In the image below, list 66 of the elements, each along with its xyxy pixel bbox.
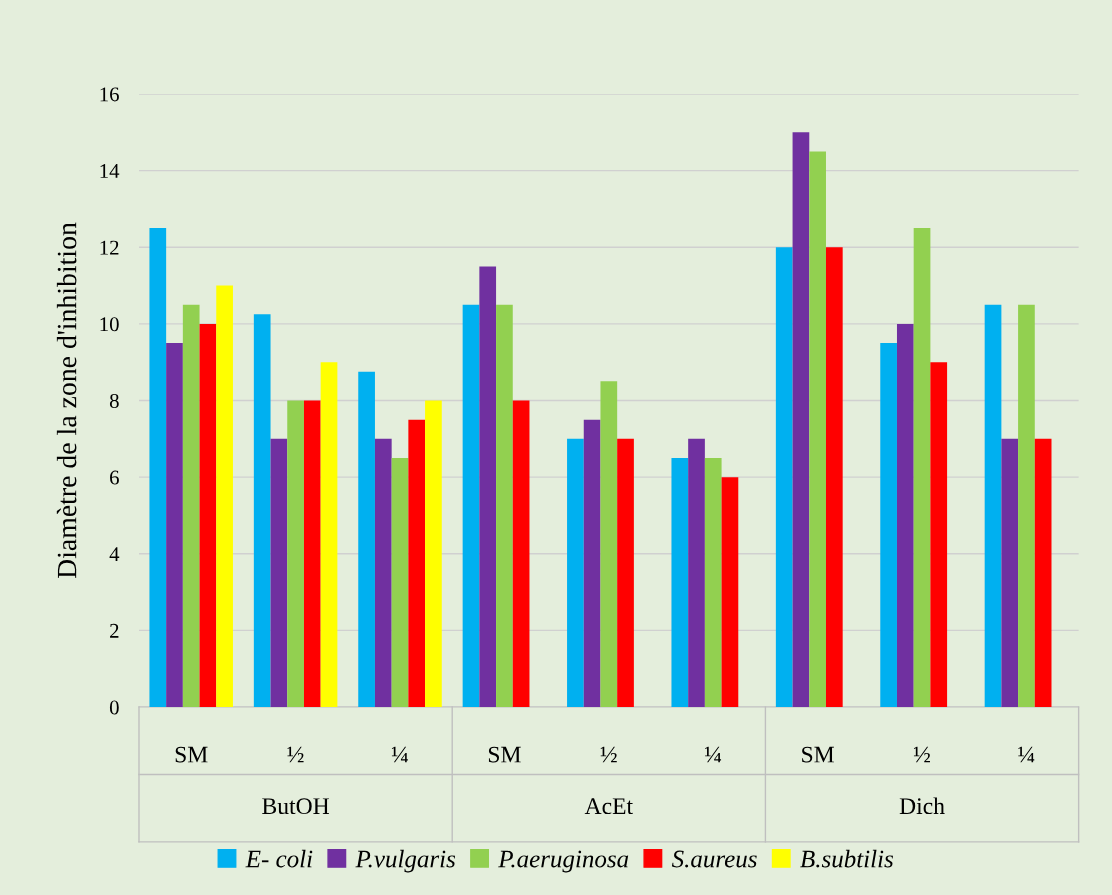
- bar: [930, 362, 948, 708]
- y-tick-label: 0: [109, 700, 119, 715]
- bar: [199, 323, 217, 708]
- bar: [462, 304, 480, 708]
- x-tick-label: ½: [287, 746, 304, 763]
- bar: [913, 228, 931, 708]
- bar: [617, 438, 634, 708]
- x-tick-label: ¼: [1018, 746, 1035, 763]
- bar: [270, 438, 288, 708]
- bar: [166, 343, 183, 708]
- bar: [671, 457, 689, 708]
- legend-label: E- coli: [245, 849, 313, 868]
- x-tick-label: SM: [488, 746, 521, 763]
- x-tick-label: SM: [802, 746, 834, 763]
- bar: [825, 247, 843, 708]
- bar: [809, 151, 826, 708]
- bar: [721, 477, 739, 708]
- bar: [792, 132, 810, 708]
- bar: [182, 304, 200, 708]
- bar: [391, 457, 409, 708]
- y-tick-label: 6: [110, 470, 119, 485]
- y-tick-label: 2: [110, 623, 119, 638]
- x-tick-label: ¼: [705, 746, 722, 763]
- bar: [496, 304, 513, 708]
- bar: [216, 285, 233, 708]
- legend-label: P.aeruginosa: [498, 850, 629, 873]
- bar: [600, 381, 618, 708]
- y-tick-label: 8: [109, 393, 119, 408]
- bar: [1034, 438, 1052, 708]
- x-tick-label: ¼: [391, 746, 408, 763]
- bar: [567, 438, 584, 708]
- bar: [479, 266, 497, 708]
- y-tick-label: 14: [100, 164, 120, 178]
- bar: [704, 457, 722, 708]
- bar: [374, 438, 392, 708]
- bar: [287, 400, 304, 708]
- bar: [688, 438, 705, 708]
- bar: [358, 371, 375, 708]
- bar: [425, 400, 442, 708]
- legend-label: B.subtilis: [800, 849, 893, 868]
- text: AcEt: [584, 798, 633, 815]
- bar: [775, 247, 793, 708]
- bar: [320, 362, 338, 708]
- text: Dich: [899, 797, 945, 815]
- bar: [149, 228, 167, 708]
- bar: [303, 400, 321, 708]
- bar: [583, 419, 601, 708]
- x-tick-label: SM: [175, 746, 208, 763]
- y-tick-label: 4: [109, 547, 120, 562]
- bar: [896, 323, 914, 708]
- legend-label: P.vulgaris: [355, 849, 456, 873]
- x-tick-label: ½: [913, 746, 930, 763]
- y-axis-title: Diamètre de la zone d'inhibition: [56, 222, 77, 579]
- bar: [408, 419, 426, 708]
- bar: [512, 400, 530, 708]
- legend-label: S.aureus: [671, 850, 757, 868]
- x-tick-label: ½: [600, 746, 617, 763]
- y-tick-label: 10: [100, 317, 119, 332]
- y-tick-label: 12: [100, 240, 119, 255]
- bar: [1001, 438, 1019, 708]
- bar: [880, 343, 897, 708]
- bar: [984, 304, 1002, 708]
- bar: [1018, 304, 1035, 708]
- y-tick-label: 16: [100, 87, 119, 102]
- text: ButOH: [262, 798, 330, 815]
- bar: [253, 314, 271, 708]
